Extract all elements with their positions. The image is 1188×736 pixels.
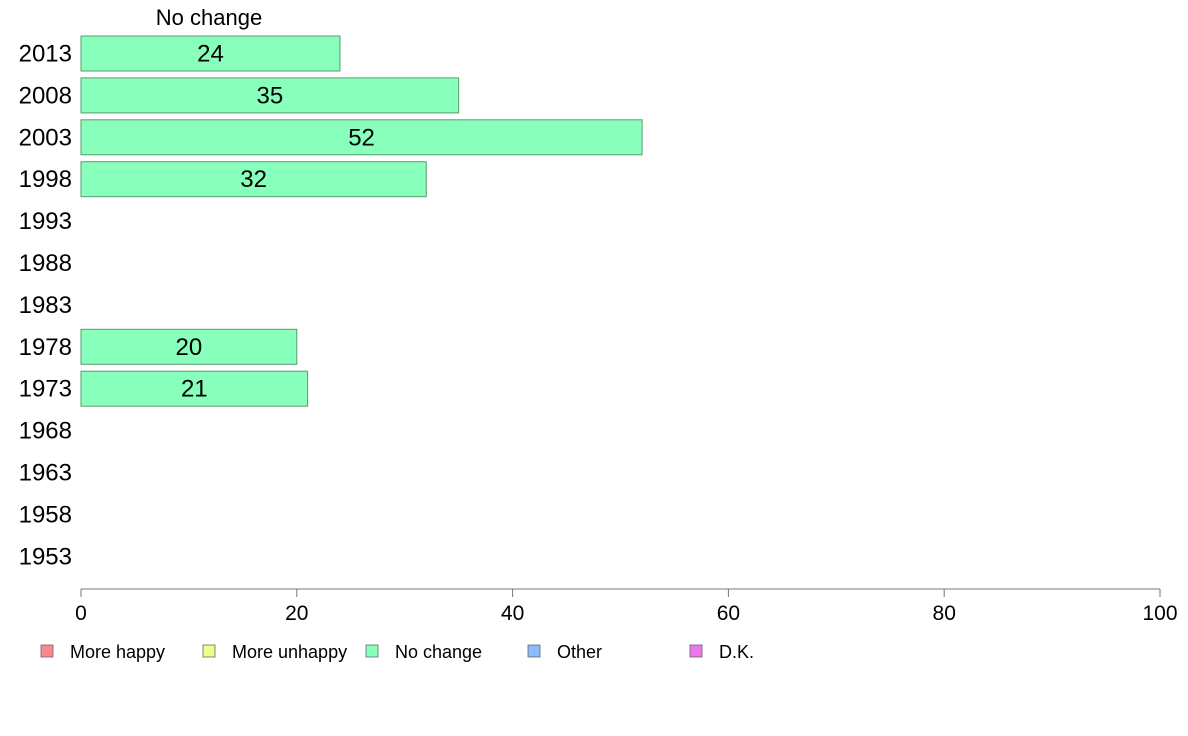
legend-swatch-3 [527,644,541,658]
y-tick-label-1978: 1978 [19,334,72,361]
data-label-1978: 20 [176,334,203,361]
bar-2008 [80,77,460,114]
x-tick-label-60: 60 [717,602,740,625]
y-tick-label-1988: 1988 [19,250,72,277]
y-tick-label-1983: 1983 [19,292,72,319]
legend-label-4: D.K. [719,642,754,662]
data-label-2008: 35 [256,82,283,109]
legend-swatch-4 [689,644,703,658]
legend-label-3: Other [557,642,602,662]
bar-1978 [80,328,298,365]
bars: 24 35 52 32 20 21 [80,35,643,407]
y-tick-label-2013: 2013 [19,41,72,68]
legend-label-2: No change [395,642,482,662]
x-tick-label-80: 80 [933,602,956,625]
bar-1973 [80,370,309,407]
y-axis-labels: 2013 2008 2003 1998 1993 1988 1983 1978 1973 1968… [19,41,72,571]
y-tick-label-1953: 1953 [19,543,72,570]
y-tick-label-2008: 2008 [19,82,72,109]
y-tick-label-1968: 1968 [19,418,72,445]
legend-label-0: More happy [70,642,165,662]
x-tick-label-0: 0 [75,602,87,625]
bar-2013 [80,35,341,72]
legend: More happy More unhappy No change Other D.K. [40,642,754,662]
legend-swatch-2 [365,644,379,658]
legend-swatch-0 [40,644,54,658]
y-tick-label-1958: 1958 [19,501,72,528]
y-tick-label-2003: 2003 [19,124,72,151]
y-tick-label-1963: 1963 [19,460,72,487]
y-tick-label-1973: 1973 [19,376,72,403]
x-tick-label-20: 20 [285,602,308,625]
data-label-1973: 21 [181,376,208,403]
data-label-2003: 52 [348,124,375,151]
data-label-1998: 32 [240,166,267,193]
legend-label-1: More unhappy [232,642,347,662]
y-tick-label-1998: 1998 [19,166,72,193]
bar-1998 [80,161,427,198]
y-tick-label-1993: 1993 [19,208,72,235]
x-axis: 0 20 40 60 80 100 [75,588,1178,625]
x-tick-label-100: 100 [1142,602,1177,625]
x-tick-label-40: 40 [501,602,524,625]
panel-title: No change [156,5,262,30]
data-label-2013: 24 [197,41,224,68]
legend-swatch-1 [202,644,216,658]
bar-2003 [80,119,643,156]
